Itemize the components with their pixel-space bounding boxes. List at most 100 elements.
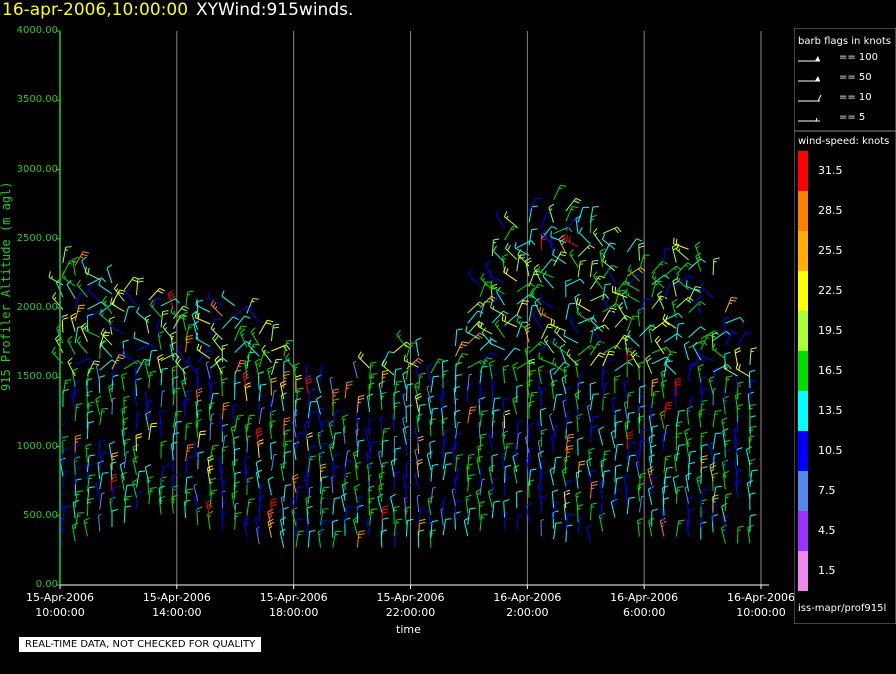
barb-flag [721,417,728,422]
wind-barb [254,358,261,378]
wind-barb [106,264,113,284]
barb-staff [183,401,187,418]
barb-flag [723,395,729,399]
barb-staff [186,361,199,374]
wind-barb [663,333,683,343]
barb-staff [86,455,90,472]
barb-staff [221,436,226,453]
wind-barb [540,258,558,273]
wind-barb [113,283,125,302]
barb-staff [430,521,433,538]
wind-barb [516,432,522,450]
barb-half-flag [660,263,664,266]
wind-barb [675,519,685,537]
barb-flag [132,444,139,448]
barb-half-flag [116,359,120,362]
wind-barb [307,388,317,406]
wind-barb [490,280,505,295]
barb-flag [592,227,598,234]
barb-staff [602,344,617,355]
barb-staff [692,346,702,361]
barb-flag [76,490,84,493]
barb-staff [625,293,640,303]
barb-staff [454,329,458,346]
barb-flag [550,236,557,241]
barb-flag [76,403,83,406]
barb-staff [468,274,481,287]
barb-half-flag [111,458,116,461]
wind-barb [74,304,86,322]
barb-flag [664,247,671,251]
barb-half-flag [502,257,506,260]
wind-barb [624,277,640,292]
barb-flag [568,433,575,436]
barb-flag [199,433,206,436]
barb-staff [712,259,715,276]
barb-half-flag [659,298,663,301]
barb-flag [630,349,636,355]
wind-barb [590,293,610,302]
barb-flag [405,484,412,488]
wind-barb [749,347,758,365]
barb-flag [87,267,90,274]
barb-flag [562,467,568,471]
barb-flag [637,268,643,274]
barb-staff [368,475,371,492]
barb-staff [533,267,542,283]
barb-half-flag [252,346,256,348]
barb-half-flag [513,400,517,403]
barb-flag [258,371,265,375]
barb-staff [675,262,688,275]
y-tick-label: 500.00 [23,509,58,521]
barb-flag [211,382,218,385]
barb-flag [750,347,758,350]
barb-flag [672,277,679,282]
barb-half-flag [293,481,297,484]
barb-staff [675,324,679,341]
wind-barb [697,363,704,383]
barb-staff [747,394,751,411]
wind-barb [160,298,180,307]
barb-staff [589,426,593,443]
barb-half-flag [701,403,705,405]
wind-barb [577,460,586,479]
wind-barb [528,228,538,246]
barb-flag [565,386,572,390]
barb-staff [430,376,434,393]
barb-flag [640,439,647,442]
barb-staff [258,319,268,335]
barb-flag [648,486,654,490]
barb-half-flag [480,387,484,390]
barb-staff [280,519,285,536]
barb-staff [74,327,79,344]
barb-flag [345,460,352,463]
speed-legend-label: 1.5 [818,564,836,577]
barb-flag [432,407,439,410]
barb-staff [414,473,420,490]
wind-barb [553,456,562,474]
barb-flag [652,425,659,428]
wind-barb [598,426,605,446]
barb-flag [186,338,193,341]
barb-flag [197,299,204,303]
barb-flag [111,454,119,458]
barb-flag [734,347,741,351]
barb-staff [295,487,298,504]
barb-flag [479,332,485,337]
wind-barb [688,357,706,371]
speed-legend-label: 19.5 [818,324,843,337]
wind-barb [243,517,250,537]
barb-flag [577,437,584,440]
barb-flag [132,478,139,483]
barb-flag [111,479,118,483]
barb-flag [232,403,239,407]
wind-barb [416,494,421,513]
barb-flag [558,235,564,240]
wind-barb [686,496,694,516]
barb-staff [724,297,732,313]
wind-barb [468,269,481,287]
barb-half-flag [354,488,358,491]
barb-flag [555,522,562,524]
barb-flag [637,517,644,522]
barb-half-flag [478,361,482,365]
